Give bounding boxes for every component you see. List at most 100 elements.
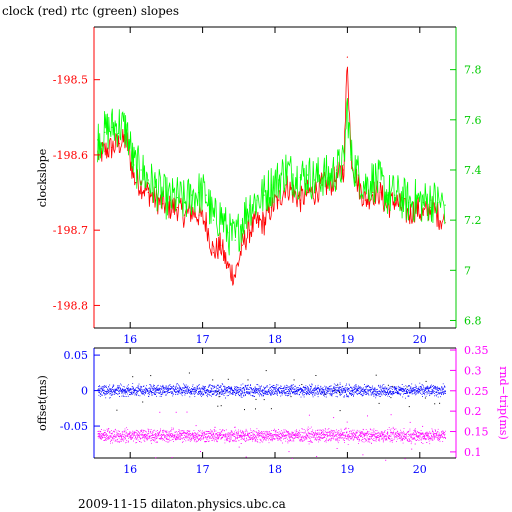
- bottom-y2-tick-label: 0.35: [464, 344, 489, 357]
- series-rtc-point: [205, 194, 207, 196]
- series-rtc-point: [350, 156, 352, 158]
- series-clock-point: [278, 199, 280, 201]
- top-y-tick-label: -198.7: [53, 224, 88, 237]
- series-rnd-trip-outlier: [155, 457, 157, 459]
- series-rnd-trip-outlier: [385, 459, 387, 461]
- top-x-tick-label: 17: [196, 333, 210, 346]
- series-rnd-trip-outlier: [186, 411, 188, 413]
- series-clock-point: [422, 214, 424, 216]
- series-rtc-point: [270, 184, 272, 186]
- series-rtc-point: [321, 174, 323, 176]
- series-rnd-trip-outlier: [375, 436, 377, 438]
- series-offset-outlier: [434, 403, 436, 405]
- series-offset-outlier: [247, 379, 249, 381]
- slopes-panel: 16 17 18 19 20 -198.5 -198.6 -198.7 -198.8 7.8 7.6…: [36, 26, 482, 346]
- series-offset-outlier: [244, 409, 245, 411]
- bottom-x-tick-label: 19: [340, 463, 354, 476]
- series-rnd-trip-outlier: [245, 456, 247, 458]
- bottom-x-tick-label: 17: [196, 463, 210, 476]
- series-rtc-line: [97, 98, 446, 256]
- top-y2-tick-label: 6.8: [464, 314, 482, 327]
- series-rnd-trip-outlier: [120, 440, 122, 442]
- series-offset-outlier: [387, 384, 389, 386]
- series-rnd-trip-outlier: [414, 443, 416, 445]
- series-offset-outlier: [227, 378, 229, 380]
- series-offset-outlier: [188, 372, 190, 374]
- series-rtc-point: [212, 219, 215, 221]
- series-clock-point: [220, 244, 222, 246]
- series-clock-point: [227, 267, 229, 269]
- series-rnd-trip-points: [97, 426, 446, 445]
- series-clock-point: [154, 199, 157, 201]
- series-offset-outlier: [132, 376, 134, 378]
- series-offset-outlier: [220, 405, 222, 407]
- series-rtc-point: [364, 184, 367, 186]
- series-rnd-trip-outlier: [336, 448, 338, 449]
- bottom-y2-tick-label: 0.3: [464, 364, 482, 377]
- series-rtc-point: [299, 176, 301, 179]
- series-rtc-point: [154, 186, 157, 189]
- series-offset-outlier: [142, 401, 144, 403]
- bottom-y-tick-label: 0.05: [64, 349, 89, 362]
- series-clock-point: [346, 56, 348, 58]
- top-y-tick-label: -198.6: [53, 149, 88, 162]
- series-offset-outlier: [439, 402, 441, 404]
- series-offset-outlier: [290, 396, 292, 398]
- series-rtc-point: [147, 179, 149, 181]
- series-rtc-point: [97, 139, 99, 141]
- series-rnd-trip-outlier: [291, 458, 293, 459]
- series-clock-point: [270, 207, 272, 209]
- series-offset-outlier: [212, 379, 214, 381]
- series-rtc-point: [292, 174, 294, 176]
- series-rtc-point: [256, 199, 258, 201]
- top-x-tick-label: 16: [123, 333, 137, 346]
- series-clock-point: [241, 244, 243, 246]
- series-clock-point: [357, 184, 359, 186]
- series-clock-point: [183, 214, 186, 216]
- series-offset-outlier: [150, 375, 152, 377]
- series-rnd-trip-outlier: [362, 454, 364, 456]
- series-rnd-trip-outlier: [409, 421, 411, 423]
- series-clock-point: [249, 229, 251, 231]
- series-clock-point: [147, 191, 149, 194]
- series-offset-outlier: [301, 384, 303, 385]
- series-rtc-point: [343, 164, 345, 166]
- series-rtc-point: [335, 169, 338, 171]
- series-rnd-trip-outlier: [321, 432, 322, 433]
- bottom-y2-tick-label: 0.25: [464, 385, 489, 398]
- series-rnd-trip-outlier: [99, 431, 101, 433]
- series-rnd-trip-outlier: [171, 457, 173, 458]
- series-offset-outlier: [408, 406, 410, 408]
- series-rnd-trip-outlier: [238, 446, 240, 448]
- series-offset-outlier: [255, 408, 256, 410]
- series-offset-outlier: [375, 374, 377, 376]
- series-offset-outlier: [217, 405, 219, 407]
- series-rnd-trip-outlier: [180, 430, 182, 432]
- series-rtc-point: [386, 194, 388, 196]
- series-clock-point: [104, 150, 106, 152]
- series-offset-outlier: [425, 380, 427, 382]
- series-rtc-point: [328, 176, 330, 179]
- series-clock-point: [263, 222, 265, 224]
- page-title: clock (red) rtc (green) slopes: [2, 4, 180, 18]
- series-rnd-trip-outlier: [382, 432, 384, 434]
- series-rtc-point: [437, 202, 439, 204]
- series-clock-point: [118, 143, 120, 145]
- series-rtc-point: [118, 124, 120, 126]
- series-rtc-point: [227, 232, 229, 234]
- series-offset-outlier: [337, 384, 339, 386]
- series-rtc-point: [198, 192, 200, 194]
- series-rtc-point: [234, 239, 236, 241]
- series-rnd-trip-outlier: [371, 442, 372, 444]
- top-y2-tick-label: 7.6: [464, 114, 482, 127]
- top-x-tick-label: 20: [413, 333, 427, 346]
- series-rtc-point: [249, 204, 251, 206]
- series-rnd-trip-outlier: [426, 442, 428, 443]
- series-rnd-trip-outlier: [159, 411, 161, 413]
- series-rtc-point: [393, 194, 396, 196]
- series-offset-outlier: [265, 370, 267, 372]
- series-rnd-trip-outlier: [390, 414, 392, 416]
- series-offset-outlier: [338, 391, 340, 393]
- series-offset-outlier: [334, 389, 336, 391]
- series-rtc-point: [111, 126, 113, 128]
